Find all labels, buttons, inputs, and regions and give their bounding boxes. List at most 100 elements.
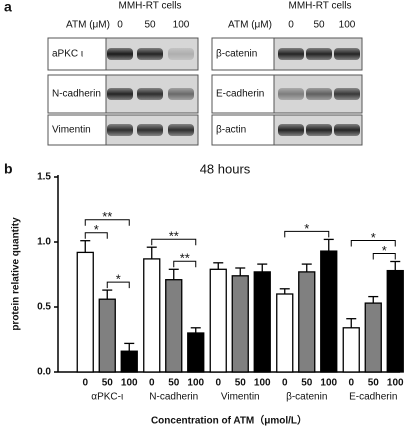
- bar: [364, 302, 382, 373]
- chart-title: 48 hours: [200, 161, 251, 176]
- dose-label: 50: [144, 20, 156, 31]
- bar: [209, 268, 227, 373]
- dose-label: 0: [288, 20, 294, 31]
- dose-label: 50: [301, 378, 313, 389]
- bar: [76, 251, 94, 373]
- row-label: Vimentin: [52, 125, 91, 136]
- row-label: N-cadherin: [52, 89, 101, 100]
- blot-band: [168, 88, 194, 100]
- row-label-box: [211, 74, 275, 114]
- y-axis-label: protein relative quantity: [11, 217, 22, 331]
- dose-label: 100: [339, 20, 356, 31]
- significance-label: **: [102, 209, 112, 224]
- bar: [143, 258, 161, 373]
- blot-band: [168, 124, 194, 136]
- significance-bracket: [372, 253, 396, 260]
- blot-band: [334, 48, 360, 60]
- significance-bracket: [350, 240, 396, 247]
- significance-label: *: [304, 221, 309, 236]
- significance-bracket: [284, 230, 330, 238]
- bar: [342, 327, 360, 373]
- dose-label: 50: [235, 378, 247, 389]
- bar: [276, 293, 294, 373]
- dose-label: 0: [82, 378, 88, 389]
- bar: [386, 269, 404, 373]
- dose-label: 0: [117, 20, 123, 31]
- bar: [231, 275, 249, 373]
- dose-label: 100: [387, 378, 404, 389]
- significance-label: **: [169, 229, 179, 244]
- blot-title: MMH-RT cells: [289, 1, 352, 12]
- blot-band: [107, 88, 133, 100]
- x-tick-label: E-cadherin: [349, 392, 397, 403]
- dose-label: 100: [173, 20, 190, 31]
- significance-bracket: [84, 219, 130, 226]
- row-label: β-actin: [216, 125, 246, 136]
- bar: [253, 271, 271, 373]
- row-label: E-cadherin: [216, 89, 264, 100]
- blot-title: MMH-RT cells: [119, 1, 182, 12]
- significance-label: *: [371, 230, 376, 245]
- blot-band: [334, 124, 360, 136]
- bar: [165, 279, 183, 373]
- significance-label: **: [180, 251, 190, 266]
- bar: [187, 332, 205, 373]
- x-tick-label: αPKC-ι: [91, 392, 123, 403]
- y-tick-label: 1.5: [37, 172, 51, 183]
- dose-label: 0: [348, 378, 354, 389]
- row-label-box: [211, 37, 275, 71]
- x-axis-label: Concentration of ATM（μmol/L）: [151, 414, 307, 427]
- y-tick-label: 1.0: [37, 237, 51, 248]
- panel-label: b: [4, 161, 13, 177]
- row-label: aPKC ι: [52, 49, 83, 60]
- dose-label: 100: [187, 378, 204, 389]
- treatment-label: ATM (μM): [228, 20, 272, 31]
- blot-band: [306, 88, 332, 100]
- bar: [120, 350, 138, 373]
- dose-label: 50: [168, 378, 180, 389]
- blot-band: [137, 48, 163, 60]
- panel-label: a: [4, 0, 12, 15]
- row-label-box: [47, 74, 107, 114]
- blot-band: [107, 124, 133, 136]
- row-label-box: [47, 114, 107, 146]
- dose-label: 0: [282, 378, 288, 389]
- blot-band: [334, 88, 360, 100]
- y-tick-label: 0.0: [37, 367, 51, 378]
- treatment-label: ATM (μM): [66, 20, 110, 31]
- x-tick-label: Vimentin: [221, 392, 260, 403]
- dose-label: 100: [254, 378, 271, 389]
- x-tick-label: β-catenin: [286, 392, 327, 403]
- dose-label: 100: [320, 378, 337, 389]
- dose-label: 100: [121, 378, 138, 389]
- bar: [320, 250, 338, 373]
- dose-label: 0: [149, 378, 155, 389]
- dose-label: 50: [102, 378, 114, 389]
- bar: [98, 298, 116, 373]
- significance-bracket: [151, 238, 197, 246]
- blot-band: [137, 88, 163, 100]
- bar: [298, 271, 316, 373]
- blot-band: [168, 48, 194, 60]
- significance-label: *: [382, 243, 387, 258]
- significance-label: *: [94, 222, 99, 237]
- x-tick-label: N-cadherin: [149, 392, 198, 403]
- blot-band: [137, 124, 163, 136]
- dose-label: 50: [313, 20, 325, 31]
- row-label-box: [47, 37, 107, 71]
- dose-label: 50: [368, 378, 380, 389]
- blot-band: [306, 48, 332, 60]
- blot-panel: MMH-RT cells ATM (μM) 0 50 100 aPKC ι N-cadher…: [47, 1, 363, 146]
- y-tick-label: 0.5: [37, 302, 51, 313]
- blot-band: [107, 48, 133, 60]
- significance-bracket: [173, 260, 197, 268]
- significance-bracket: [106, 281, 130, 289]
- significance-bracket: [84, 232, 108, 239]
- blot-band: [306, 124, 332, 136]
- row-label: β-catenin: [216, 49, 257, 60]
- dose-label: 0: [215, 378, 221, 389]
- blot-band: [278, 88, 304, 100]
- blot-band: [278, 48, 304, 60]
- significance-label: *: [116, 272, 121, 287]
